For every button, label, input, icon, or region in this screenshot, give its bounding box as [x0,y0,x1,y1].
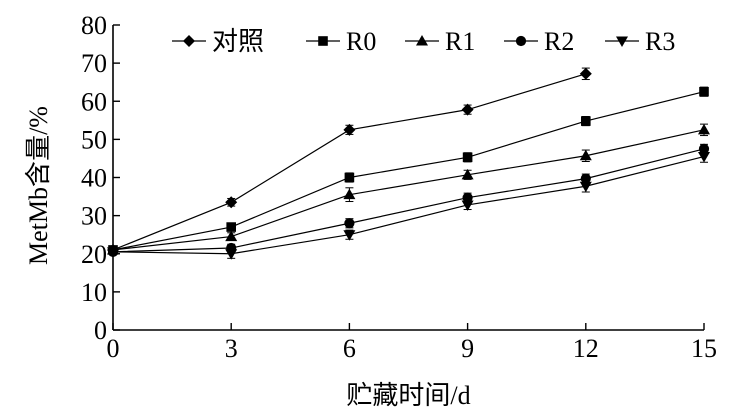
triangle-up-marker [416,35,428,46]
triangle-up-marker [225,230,238,242]
triangle-up-marker [579,149,592,161]
diamond-marker [183,35,195,47]
y-tick-label: 70 [81,49,107,78]
triangle-down-marker [461,200,474,211]
legend-item: R0 [306,27,376,56]
triangle-up-marker [343,188,356,200]
circle-marker [698,143,710,155]
legend-label: R1 [445,27,475,56]
legend-label: 对照 [212,27,264,56]
triangle-down-marker [616,36,628,47]
x-tick-label: 12 [573,334,599,363]
series-line [112,148,705,253]
legend-label: R3 [645,27,675,56]
y-tick-label: 40 [81,164,107,193]
diamond-marker [225,196,238,209]
legend-label: R0 [346,27,376,56]
legend-item: R1 [405,27,475,56]
diamond-marker [461,103,474,116]
triangle-up-marker [461,168,474,180]
y-axis-title: MetMb含量/% [24,106,53,265]
legend: 对照 R0 R1 R2 R3 [172,27,675,56]
series-layer [107,67,710,260]
y-tick-label: 0 [94,316,107,345]
circle-marker [580,173,591,184]
y-tick-label: 20 [81,240,107,269]
circle-marker [344,218,355,229]
x-tick-label: 0 [107,334,120,363]
x-tick-label: 6 [343,334,356,363]
series-line [112,129,705,251]
legend-item: 对照 [172,27,264,56]
x-tick-label: 9 [461,334,474,363]
x-tick-label: 3 [225,334,238,363]
series-5 [107,150,710,260]
y-tick-label: 50 [81,125,107,154]
y-tick-label: 80 [81,11,107,40]
triangle-down-marker [107,247,119,258]
square-marker [344,172,355,183]
diamond-marker [579,67,592,80]
triangle-down-marker [343,230,356,241]
legend-label: R2 [544,27,574,56]
square-marker [699,86,709,97]
series-4 [107,143,710,257]
y-tick-label: 60 [81,87,107,116]
x-axis-title: 贮藏时间/d [346,381,470,410]
square-marker [226,222,236,232]
x-tick-label: 15 [691,334,717,363]
series-line [112,91,705,251]
y-tick-label: 10 [81,278,107,307]
legend-item: R3 [605,27,675,56]
series-3 [107,123,710,255]
diamond-marker [343,123,356,136]
series-line [112,155,705,255]
triangle-down-marker [225,249,238,260]
triangle-down-marker [698,152,710,163]
circle-marker [515,35,527,47]
legend-item: R2 [504,27,574,56]
triangle-up-marker [698,123,710,135]
y-tick-label: 30 [81,202,107,231]
square-marker [581,116,591,126]
triangle-down-marker [579,181,592,193]
square-marker [462,152,473,163]
square-marker [318,36,328,46]
